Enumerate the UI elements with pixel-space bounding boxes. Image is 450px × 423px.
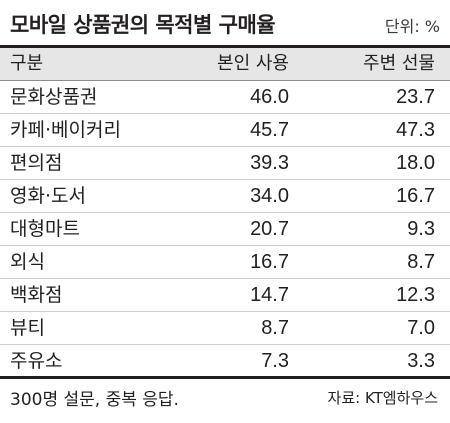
gift-value: 8.7 [407,251,435,273]
gift-value: 18.0 [396,152,435,174]
top-rule [0,45,450,48]
bottom-rule [0,376,450,379]
table-row: 뷰티 8.7 7.0 [0,312,450,345]
table-row: 대형마트 20.7 9.3 [0,213,450,246]
title-bar: 모바일 상품권의 목적별 구매율 단위: % [0,0,450,50]
table-row: 카페·베이커리 45.7 47.3 [0,114,450,147]
gift-value: 9.3 [407,218,435,240]
column-header-self-use: 본인 사용 [217,53,289,74]
self-use-value: 34.0 [250,185,289,207]
table-body: 문화상품권 46.0 23.7 카페·베이커리 45.7 47.3 편의점 39… [0,81,450,377]
self-use-value: 45.7 [250,119,289,141]
self-use-value: 16.7 [250,251,289,273]
gift-value: 12.3 [396,284,435,306]
row-label: 편의점 [10,152,63,174]
table-row: 문화상품권 46.0 23.7 [0,81,450,114]
gift-value: 3.3 [407,350,435,372]
unit-label: 단위: % [384,17,440,36]
row-label: 주유소 [10,350,63,372]
table-header: 구분 본인 사용 주변 선물 [0,48,450,80]
row-label: 영화·도서 [10,185,86,207]
self-use-value: 8.7 [261,317,289,339]
self-use-value: 46.0 [250,86,289,108]
gift-value: 7.0 [407,317,435,339]
row-label: 백화점 [10,284,63,306]
self-use-value: 7.3 [261,350,289,372]
table-row: 영화·도서 34.0 16.7 [0,180,450,213]
row-label: 뷰티 [10,317,45,339]
table-row: 주유소 7.3 3.3 [0,345,450,377]
row-label: 카페·베이커리 [10,119,121,141]
gift-value: 16.7 [396,185,435,207]
self-use-value: 39.3 [250,152,289,174]
gift-value: 23.7 [396,86,435,108]
page-title: 모바일 상품권의 목적별 구매율 [10,13,276,37]
table-row: 백화점 14.7 12.3 [0,279,450,312]
table-row: 편의점 39.3 18.0 [0,147,450,180]
self-use-value: 14.7 [250,284,289,306]
row-label: 외식 [10,251,45,273]
survey-note: 300명 설문, 중복 응답. [10,390,179,410]
gift-value: 47.3 [396,119,435,141]
header-divider [0,80,450,81]
self-use-value: 20.7 [250,218,289,240]
footer: 300명 설문, 중복 응답. 자료: KT엠하우스 [0,385,450,415]
column-header-category: 구분 [10,53,44,74]
column-header-gift: 주변 선물 [363,53,435,74]
row-label: 문화상품권 [10,86,98,108]
row-label: 대형마트 [10,218,80,240]
source-credit: 자료: KT엠하우스 [327,389,438,407]
table-row: 외식 16.7 8.7 [0,246,450,279]
